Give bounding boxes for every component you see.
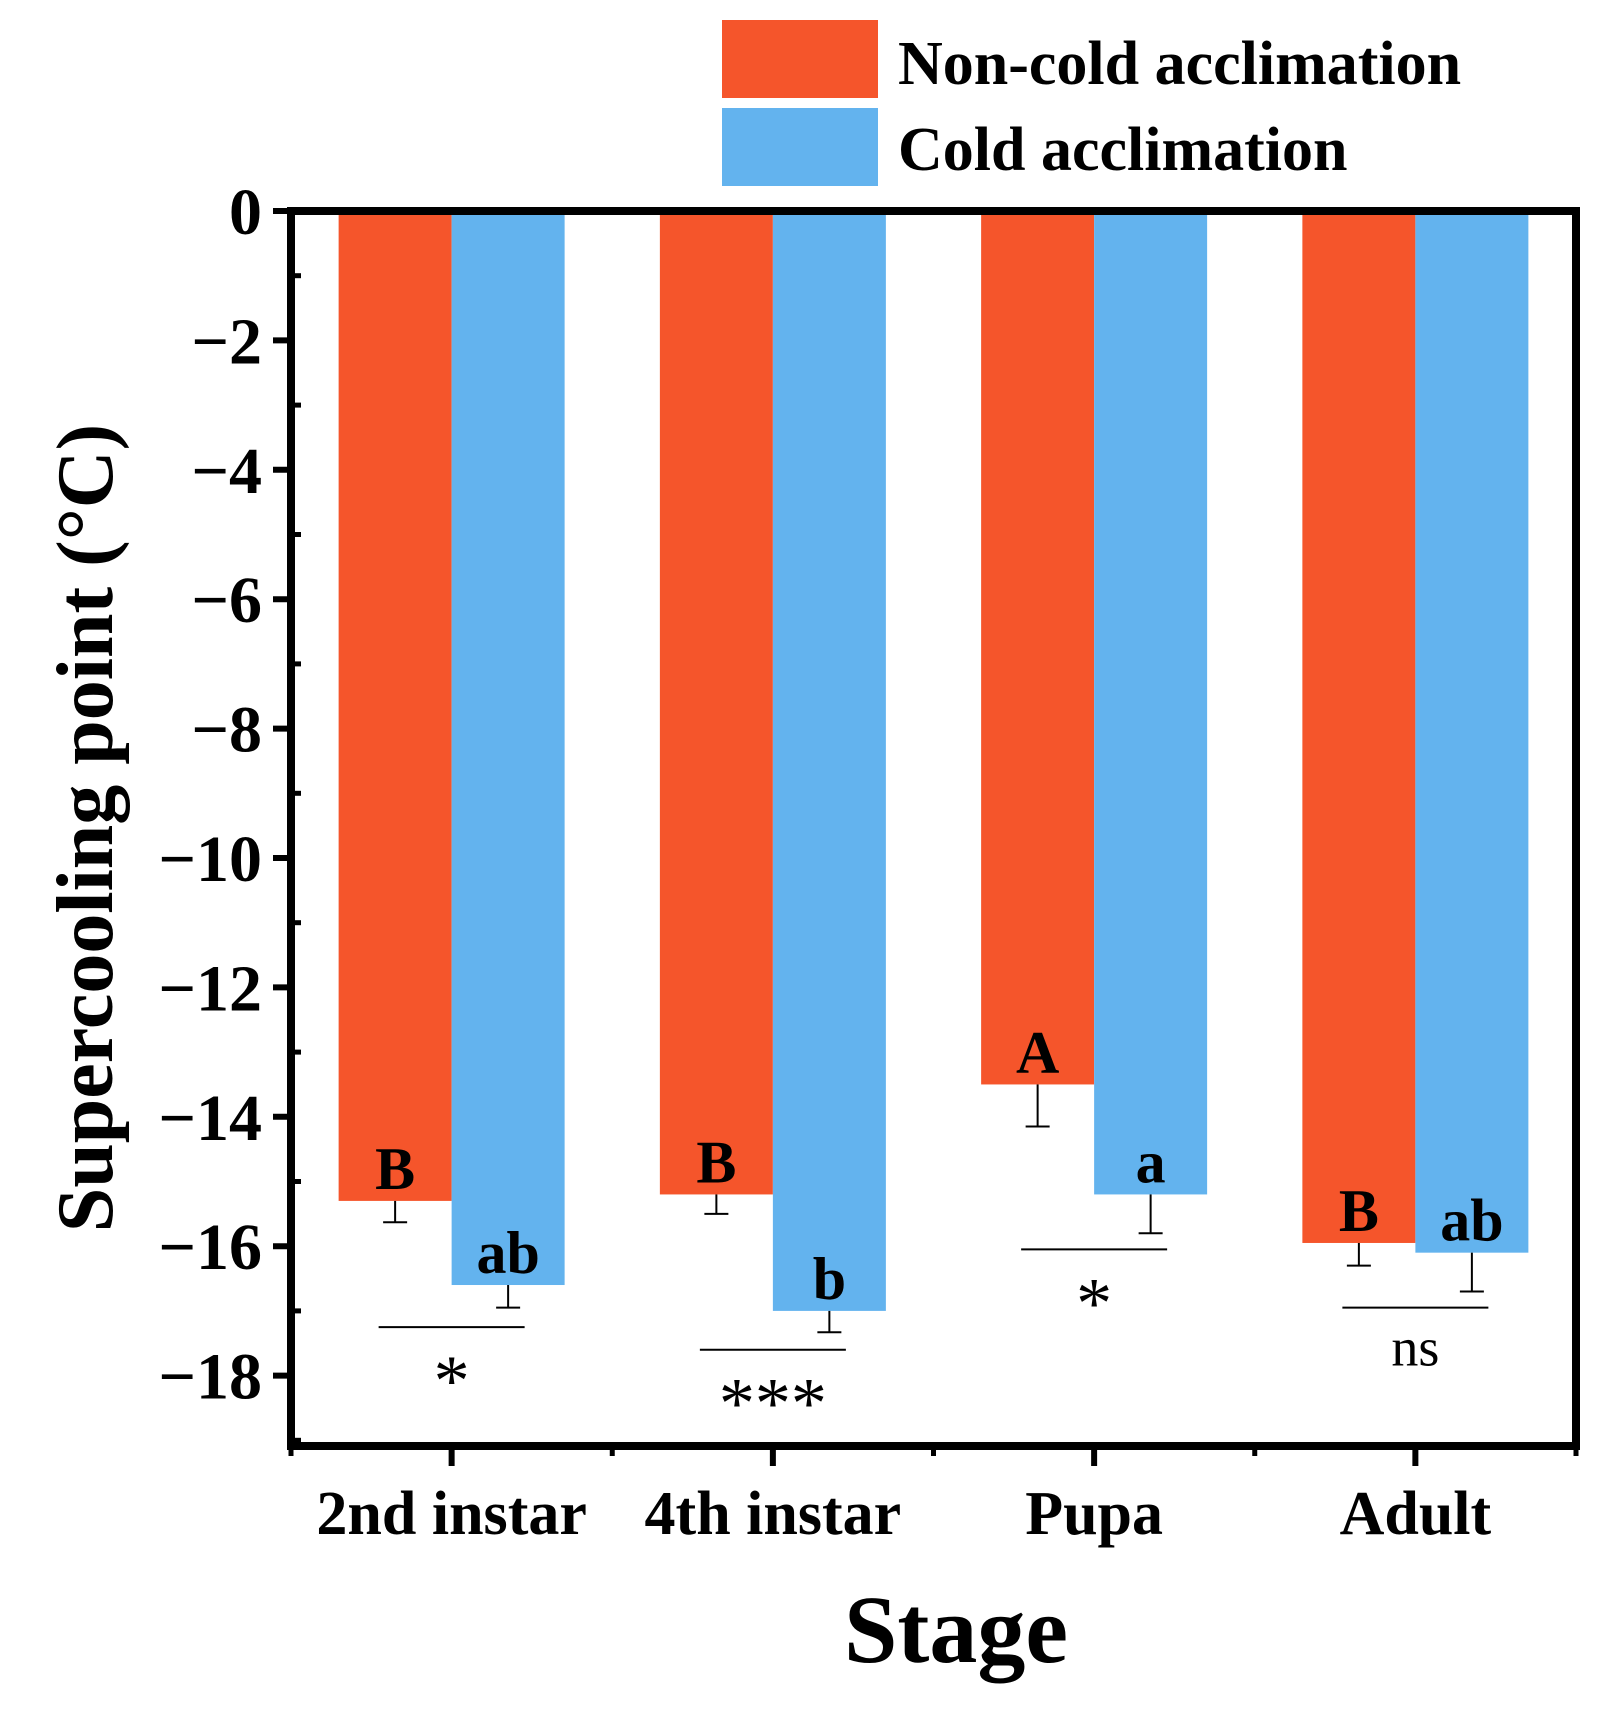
legend: Non-cold acclimation Cold acclimation bbox=[722, 20, 1461, 186]
legend-swatch-non-cold bbox=[722, 20, 878, 98]
y-tick-label: −14 bbox=[158, 1082, 262, 1155]
legend-label-non-cold: Non-cold acclimation bbox=[898, 30, 1461, 98]
legend-swatch-cold bbox=[722, 108, 878, 186]
group-letter: B bbox=[696, 1129, 736, 1195]
x-tick-label: 2nd instar bbox=[316, 1480, 586, 1548]
x-axis: 2nd instar 4th instar Pupa Adult bbox=[288, 1446, 1579, 1548]
bar-non-cold bbox=[659, 215, 773, 1195]
group-letter: A bbox=[1016, 1019, 1059, 1085]
bar-cold bbox=[772, 215, 886, 1311]
x-tick-label: 4th instar bbox=[645, 1480, 902, 1548]
y-axis: 0 −2 −4 −6 −8 −10 −12 −14 −16 −18 bbox=[158, 176, 301, 1443]
x-tick-label: Pupa bbox=[1025, 1480, 1163, 1548]
y-tick-label: −8 bbox=[191, 694, 262, 767]
bar-non-cold bbox=[1302, 215, 1416, 1243]
group-letter: b bbox=[813, 1246, 846, 1312]
group-letter: ab bbox=[1440, 1188, 1503, 1254]
x-axis-title: Stage bbox=[844, 1576, 1068, 1683]
bar-non-cold bbox=[981, 215, 1095, 1085]
y-tick-label: −12 bbox=[158, 952, 262, 1025]
bar-non-cold bbox=[338, 215, 452, 1201]
y-tick-label: 0 bbox=[229, 176, 262, 249]
bar-cold bbox=[1094, 215, 1208, 1195]
bar-cold bbox=[451, 215, 565, 1286]
bar-cold bbox=[1415, 215, 1529, 1253]
significance-label: * bbox=[434, 1341, 470, 1421]
y-tick-label: −4 bbox=[191, 435, 262, 508]
group-letter: ab bbox=[476, 1220, 539, 1286]
group-letter: B bbox=[375, 1136, 415, 1202]
significance-label: ns bbox=[1391, 1318, 1439, 1378]
significance-label: *** bbox=[719, 1364, 827, 1444]
group-letter: B bbox=[1339, 1178, 1379, 1244]
group-letter: a bbox=[1136, 1129, 1166, 1195]
y-axis-title: Supercooling point (°C) bbox=[42, 424, 130, 1232]
y-tick-label: −2 bbox=[191, 305, 262, 378]
y-tick-label: −10 bbox=[158, 823, 262, 896]
y-tick-label: −16 bbox=[158, 1211, 262, 1284]
x-tick-label: Adult bbox=[1340, 1480, 1492, 1548]
significance-label: * bbox=[1076, 1263, 1112, 1343]
legend-label-cold: Cold acclimation bbox=[898, 116, 1347, 184]
y-tick-label: −6 bbox=[191, 564, 262, 637]
y-tick-label: −18 bbox=[158, 1341, 262, 1414]
